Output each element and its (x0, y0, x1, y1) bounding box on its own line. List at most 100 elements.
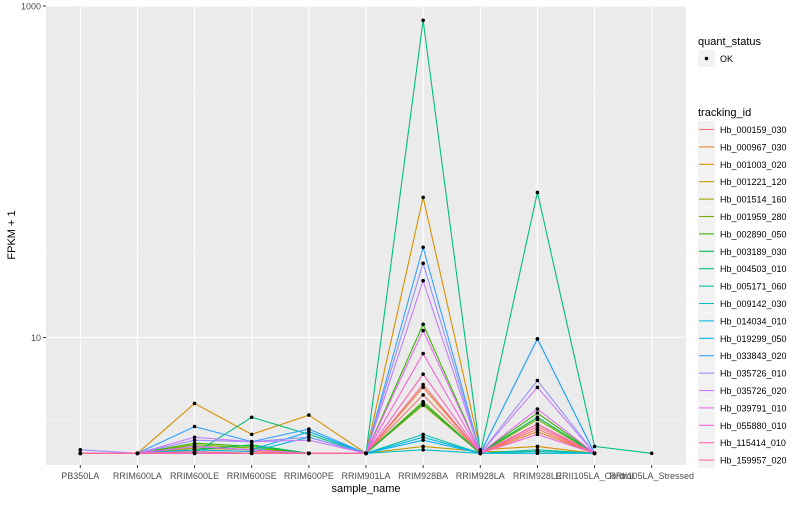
legend-label: Hb_115414_010 (720, 438, 786, 448)
data-point (421, 278, 425, 283)
data-point (307, 435, 311, 440)
data-point (249, 432, 254, 437)
series-line (80, 278, 596, 455)
data-point (535, 429, 540, 434)
x-tick-label: RRII105LA_Control (556, 471, 634, 481)
legend-tracking-title: tracking_id (698, 107, 751, 119)
y-tick-label: 10 (31, 333, 41, 343)
data-point (192, 441, 197, 446)
legend-label: Hb_035726_020 (720, 386, 787, 396)
x-tick-label: RRIM928LA (456, 471, 505, 481)
x-tick-label: RRIM928BA (398, 471, 448, 481)
legend-label: Hb_055880_010 (720, 421, 787, 431)
data-point (249, 439, 254, 444)
data-point (421, 328, 425, 333)
legend-label: Hb_159957_020 (720, 456, 787, 466)
legend-label: Hb_003189_030 (720, 247, 787, 257)
data-point (535, 427, 540, 431)
data-point (421, 385, 425, 390)
data-points (78, 18, 654, 456)
y-tick-label: 1000 (21, 2, 41, 12)
data-point (192, 424, 197, 429)
data-point (421, 195, 425, 200)
legend-label: Hb_001003_020 (720, 160, 787, 170)
data-point (592, 451, 597, 456)
legend-label: Hb_000967_030 (720, 142, 787, 152)
data-point (307, 432, 311, 437)
data-point (421, 261, 425, 266)
data-point (421, 401, 425, 406)
data-point (535, 411, 540, 415)
data-point (421, 372, 425, 377)
data-point (535, 415, 540, 420)
legend-label: Hb_004503_010 (720, 264, 787, 274)
legend: quant_status tracking_id OK Hb_000159_030… (698, 36, 787, 469)
data-point (421, 245, 425, 250)
x-tick-label: RRIM928LE (513, 471, 562, 481)
data-point (421, 382, 425, 387)
data-point (535, 337, 540, 341)
legend-label: Hb_035726_010 (720, 369, 787, 379)
data-point (535, 407, 540, 411)
data-point (192, 438, 197, 442)
data-point (249, 451, 254, 456)
data-point (307, 427, 311, 431)
legend-label: Hb_039791_010 (720, 403, 787, 413)
data-point (421, 435, 425, 440)
legend-label: Hb_033843_020 (720, 351, 787, 361)
data-point (421, 438, 425, 442)
data-point (249, 447, 254, 452)
x-axis-title: sample_name (331, 483, 400, 495)
data-point (421, 393, 425, 397)
legend-point-ok (704, 56, 709, 61)
legend-label: Hb_002890_050 (720, 229, 787, 239)
data-point (135, 451, 140, 456)
data-point (535, 432, 540, 437)
data-point (192, 401, 197, 406)
series-line (80, 383, 595, 454)
axes: 10 1000 PB350LA RRIM600LA RRIM600LE RRIM600SE… (21, 2, 694, 482)
legend-quant-label: OK (720, 54, 733, 64)
data-point (421, 444, 425, 449)
data-point (535, 378, 540, 383)
x-tick-label: RRIM600PE (284, 471, 334, 481)
data-point (478, 451, 483, 456)
data-point (535, 385, 540, 390)
data-point (249, 443, 254, 447)
data-point (192, 435, 197, 440)
x-tick-label: RRII105LA_Stressed (609, 471, 694, 481)
series-lines (80, 20, 652, 455)
data-point (249, 415, 254, 420)
legend-label: Hb_001959_280 (720, 212, 787, 222)
data-point (307, 429, 311, 434)
data-point (307, 438, 311, 442)
legend-label: Hb_005171_060 (720, 282, 787, 292)
data-point (78, 447, 83, 452)
legend-label: Hb_001514_160 (720, 195, 787, 205)
y-axis-title: FPKM + 1 (6, 210, 18, 259)
x-tick-label: RRIM600LA (113, 471, 162, 481)
x-tick-label: RRIM600SE (227, 471, 277, 481)
data-point (421, 18, 425, 23)
data-point (192, 444, 197, 449)
x-tick-label: RRIM901LA (341, 471, 390, 481)
data-point (535, 451, 540, 456)
data-point (421, 447, 425, 452)
data-point (649, 451, 654, 456)
data-point (78, 451, 83, 456)
data-point (535, 424, 540, 429)
data-point (592, 444, 597, 449)
x-tick-label: RRIM600LE (170, 471, 219, 481)
series-line (80, 245, 596, 455)
x-tick-label: PB350LA (61, 471, 99, 481)
data-point (421, 432, 425, 437)
legend-label: Hb_001221_120 (720, 177, 787, 187)
data-point (535, 190, 540, 195)
data-point (421, 351, 425, 356)
legend-label: Hb_009142_030 (720, 299, 787, 309)
legend-quant-title: quant_status (698, 36, 761, 48)
legend-label: Hb_019299_050 (720, 334, 787, 344)
grid-lines (46, 5, 686, 465)
legend-label: Hb_000159_030 (720, 125, 787, 135)
